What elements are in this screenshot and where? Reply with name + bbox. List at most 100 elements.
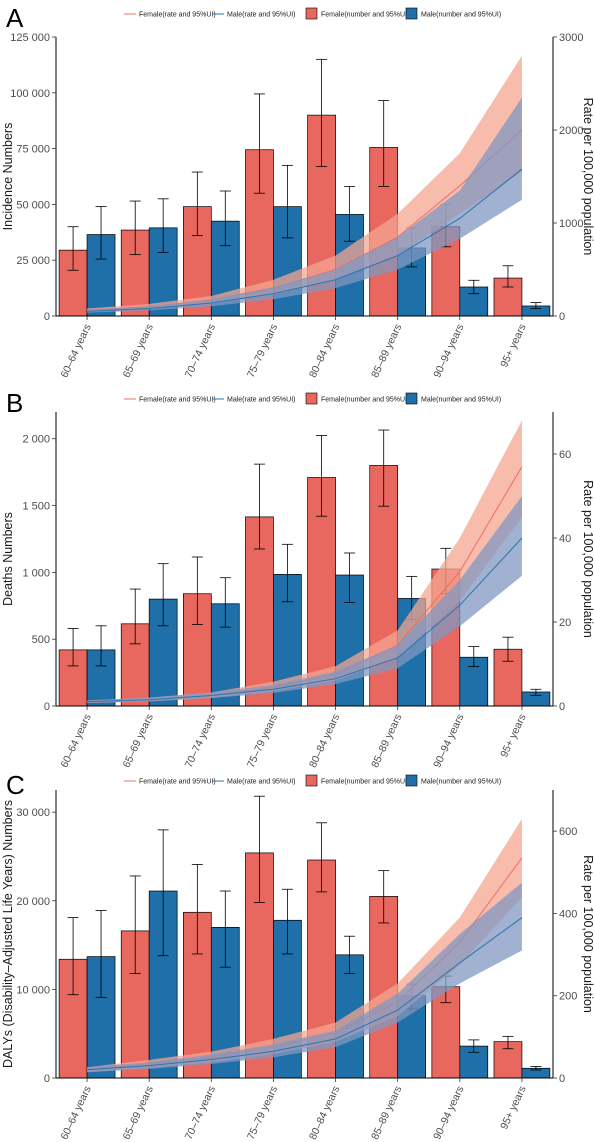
y-tick-label: 10 000 (16, 984, 50, 996)
legend: Female(rate and 95%UI) Male(rate and 95%U… (124, 7, 501, 20)
error-bar (191, 556, 203, 625)
y-tick-label: 125 000 (10, 32, 50, 44)
legend: Female(rate and 95%UI) Male(rate and 95%U… (124, 774, 501, 787)
error-bar (157, 829, 169, 957)
y2-tick-label: 0 (559, 311, 565, 323)
y-tick-label: 0 (44, 1073, 50, 1085)
rate-band-male (87, 97, 522, 313)
error-bar (253, 93, 265, 194)
legend-label-male-rate: Male(rate and 95%UI) (227, 779, 295, 786)
x-tick-label: 85–89 years (369, 712, 404, 769)
legend-key-female-number (305, 774, 318, 787)
y-tick-label: 75 000 (16, 144, 50, 156)
error-bar (281, 888, 293, 955)
error-bar (67, 628, 79, 667)
y2-tick-label: 0 (559, 701, 565, 713)
y-tick-label: 500 (32, 634, 50, 646)
error-bar (219, 190, 231, 247)
y-tick-label: 0 (44, 311, 50, 323)
x-tick-label: 60–64 years (58, 712, 93, 769)
x-tick-label: 70–74 years (183, 322, 218, 379)
legend-label-female-number: Female(number and 95%UI) (321, 12, 409, 19)
legend-label-male-rate: Male(rate and 95%UI) (227, 397, 295, 404)
y-tick-label: 100 000 (10, 88, 50, 100)
error-bar (95, 625, 107, 667)
legend-label-male-number: Male(number and 95%UI) (421, 12, 501, 19)
y2-tick-label: 3000 (559, 32, 583, 44)
x-tick-label: 65–69 years (121, 1084, 156, 1141)
y-tick-label: 2 000 (22, 434, 50, 446)
y-tick-label: 50 000 (16, 199, 50, 211)
error-bar (344, 552, 356, 603)
error-bar (316, 58, 328, 167)
legend-label-female-rate: Female(rate and 95%UI) (139, 779, 216, 786)
error-bar (502, 265, 514, 288)
error-bar (67, 917, 79, 996)
error-bar (530, 688, 542, 696)
legend-key-male-number (405, 7, 418, 20)
y-tick-label: 0 (44, 701, 50, 713)
panel-letter: C (6, 770, 25, 800)
rate-line-male (87, 537, 523, 703)
rate-line-male (87, 168, 523, 312)
y2-tick-label: 20 (559, 617, 571, 629)
x-tick-label: 95+ years (498, 712, 528, 759)
rate-band-female (87, 818, 522, 1073)
error-bar (129, 200, 141, 256)
x-tick-label: 75–79 years (245, 322, 280, 379)
error-bar (468, 646, 480, 667)
x-tick-label: 80–84 years (307, 712, 342, 769)
error-bar (378, 429, 390, 507)
legend-key-female-number (305, 7, 318, 20)
error-bar (530, 1066, 542, 1071)
y-tick-label: 30 000 (16, 807, 50, 819)
error-bar (344, 935, 356, 974)
x-tick-label: 60–64 years (58, 322, 93, 379)
error-bar (378, 870, 390, 924)
y-axis-title: Deaths Numbers (1, 512, 15, 606)
bar-series-female (58, 58, 523, 317)
y-tick-label: 20 000 (16, 896, 50, 908)
x-tick-label: 60–64 years (58, 1084, 93, 1141)
y2-tick-label: 2000 (559, 125, 583, 137)
error-bar (468, 1039, 480, 1053)
x-tick-label: 70–74 years (183, 1084, 218, 1141)
error-bar (157, 198, 169, 253)
y2-axis-title: Rate per 100,000 population (581, 98, 594, 256)
legend-label-female-number: Female(number and 95%UI) (321, 397, 409, 404)
x-tick-label: 85–89 years (369, 1084, 404, 1141)
error-bar (219, 577, 231, 628)
x-tick-label: 85–89 years (369, 322, 404, 379)
x-tick-label: 65–69 years (121, 322, 156, 379)
error-bar (191, 864, 203, 955)
x-tick-label: 80–84 years (307, 322, 342, 379)
legend-key-female-number (305, 392, 318, 405)
error-bar (95, 206, 107, 260)
error-bar (502, 1035, 514, 1050)
legend-label-female-rate: Female(rate and 95%UI) (139, 12, 216, 19)
error-bar (219, 890, 231, 968)
x-tick-label: 70–74 years (183, 712, 218, 769)
y2-axis-title: Rate per 100,000 population (581, 480, 594, 638)
y2-tick-label: 200 (559, 991, 577, 1003)
legend-label-female-number: Female(number and 95%UI) (321, 779, 409, 786)
x-tick-label: 65–69 years (121, 712, 156, 769)
legend-label-female-rate: Female(rate and 95%UI) (139, 397, 216, 404)
y-tick-label: 1 000 (22, 567, 50, 579)
x-tick-label: 90–94 years (431, 322, 466, 379)
y-tick-label: 25 000 (16, 255, 50, 267)
error-bar (191, 171, 203, 237)
error-bar (129, 588, 141, 645)
y2-tick-label: 400 (559, 908, 577, 920)
legend-label-male-rate: Male(rate and 95%UI) (227, 12, 295, 19)
error-bar (316, 434, 328, 517)
error-bar (253, 463, 265, 550)
error-bar (67, 226, 79, 271)
y2-axis-title: Rate per 100,000 population (581, 855, 594, 1013)
rate-band-male (87, 882, 522, 1073)
error-bar (281, 543, 293, 603)
error-bar (502, 636, 514, 662)
x-tick-label: 95+ years (498, 1084, 528, 1131)
legend-key-male-number (405, 392, 418, 405)
